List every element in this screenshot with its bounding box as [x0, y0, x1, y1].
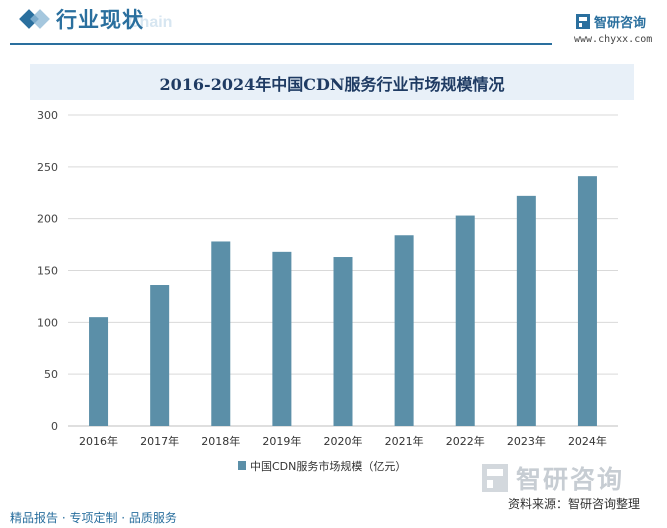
footer-tagline: 精品报告 · 专项定制 · 品质服务 — [10, 511, 177, 525]
bar — [272, 251, 292, 426]
bar — [394, 235, 414, 426]
legend-label: 中国CDN服务市场规模（亿元） — [250, 459, 406, 473]
x-tick-label: 2024年 — [568, 434, 607, 448]
y-tick-label: 150 — [37, 265, 58, 278]
legend-swatch — [238, 461, 246, 470]
chart-title: 2016-2024年中国CDN服务行业市场规模情况 — [159, 75, 505, 94]
y-tick-label: 50 — [44, 368, 58, 381]
x-tick-label: 2016年 — [79, 434, 118, 448]
bar — [150, 285, 170, 426]
bar — [89, 317, 109, 426]
bar — [333, 257, 353, 426]
x-tick-label: 2019年 — [262, 434, 301, 448]
x-tick-label: 2023年 — [507, 434, 546, 448]
section-title: 行业现状 — [56, 8, 144, 32]
x-tick-label: 2022年 — [446, 434, 485, 448]
x-tick-label: 2017年 — [140, 434, 179, 448]
x-tick-label: 2018年 — [201, 434, 240, 448]
brand-url: www.chyxx.com — [574, 34, 653, 45]
footer-watermark: 智研咨询 — [482, 460, 662, 496]
source-note: 资料来源：智研咨询整理 — [508, 497, 641, 511]
watermark-brand: 智研咨询 — [516, 465, 625, 494]
x-tick-label: 2020年 — [324, 434, 363, 448]
section-watermark: Chain — [128, 14, 173, 31]
bar — [577, 176, 597, 426]
brand-name: 智研咨询 — [594, 16, 647, 31]
x-tick-label: 2021年 — [385, 434, 424, 448]
brand-logo-icon — [576, 14, 590, 29]
header-divider — [10, 43, 552, 45]
y-tick-label: 200 — [37, 213, 58, 226]
y-tick-label: 100 — [37, 316, 58, 329]
watermark-logo-icon — [482, 464, 508, 492]
section-header: Chain 行业现状 智研咨询 www.chyxx.com — [0, 0, 667, 46]
y-tick-label: 0 — [51, 420, 58, 433]
bar — [455, 215, 475, 426]
y-tick-label: 250 — [37, 161, 58, 174]
bar — [516, 195, 536, 426]
chart-title-band — [30, 64, 634, 100]
bar — [211, 241, 231, 426]
y-tick-label: 300 — [37, 109, 58, 122]
